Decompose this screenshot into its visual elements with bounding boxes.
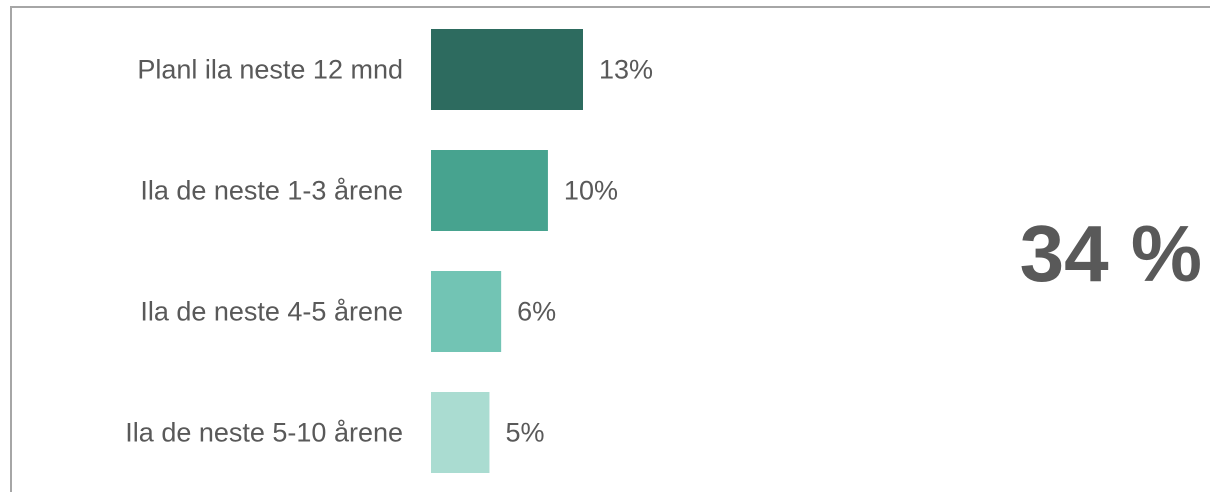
bar-4 xyxy=(431,392,490,473)
category-label-4: Ila de neste 5-10 årene xyxy=(125,418,403,448)
bar-1 xyxy=(431,29,583,110)
total-percentage: 34 % xyxy=(1019,209,1202,298)
value-label-2: 10% xyxy=(564,176,618,206)
chart-frame xyxy=(10,6,1210,492)
bar-chart: Planl ila neste 12 mnd 13% Ila de neste 1-… xyxy=(125,29,653,473)
category-label-1: Planl ila neste 12 mnd xyxy=(137,55,403,85)
value-label-1: 13% xyxy=(599,55,653,85)
bar-3 xyxy=(431,271,502,352)
category-label-2: Ila de neste 1-3 årene xyxy=(140,176,403,206)
category-label-3: Ila de neste 4-5 årene xyxy=(140,297,403,327)
bar-2 xyxy=(431,150,548,231)
value-label-3: 6% xyxy=(517,297,556,327)
value-label-4: 5% xyxy=(505,418,544,448)
